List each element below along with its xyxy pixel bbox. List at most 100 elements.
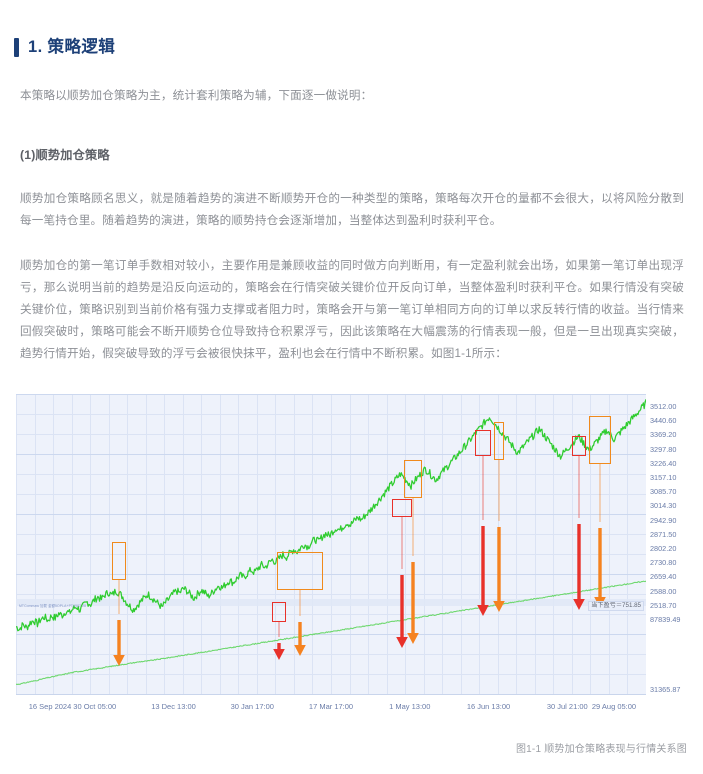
subsection-heading: (1)顺势加仓策略 xyxy=(20,148,110,162)
gridline-vertical xyxy=(146,394,147,694)
gridline-vertical xyxy=(72,394,73,694)
gridline-horizontal xyxy=(16,674,646,675)
gridline-vertical xyxy=(35,394,36,694)
y-axis-tick: 2802.20 xyxy=(650,544,677,553)
gridline-vertical xyxy=(535,394,536,694)
gridline-horizontal xyxy=(16,634,646,635)
trade-arrow-red xyxy=(476,456,490,616)
gridline-vertical xyxy=(220,394,221,694)
strategy-performance-chart: MTCommaw 加载 金额5OPLA+PT0987.28 当下盈亏＝751.8… xyxy=(16,394,687,715)
gridline-vertical xyxy=(183,394,184,694)
trade-arrow-orange xyxy=(492,460,506,612)
signal-box-red xyxy=(475,430,491,456)
x-axis-tick: 17 Mar 17:00 xyxy=(308,702,354,711)
equity-line xyxy=(16,580,646,686)
x-axis-tick: 30 Oct 05:00 xyxy=(73,702,117,711)
gridline-horizontal xyxy=(16,474,646,475)
trade-arrow-red xyxy=(572,456,586,610)
y-axis-tick: 2659.40 xyxy=(650,572,677,582)
chart-reference-line xyxy=(16,599,646,606)
gridline-vertical xyxy=(368,394,369,694)
trade-arrow-red xyxy=(395,517,409,648)
signal-box-red xyxy=(272,602,286,622)
x-axis-tick: 16 Sep 2024 xyxy=(28,702,72,711)
gridline-vertical xyxy=(127,394,128,694)
signal-box-orange xyxy=(494,422,504,460)
y-axis-tick: 2588.00 xyxy=(650,586,677,596)
gridline-vertical xyxy=(294,394,295,694)
gridline-vertical xyxy=(312,394,313,694)
section-accent-bar xyxy=(14,38,19,57)
chart-x-axis: 16 Sep 2024 30 Oct 05:00 13 Dec 13:00 30 Ja… xyxy=(16,694,646,717)
gridline-horizontal xyxy=(16,554,646,555)
gridline-vertical xyxy=(553,394,554,694)
gridline-vertical xyxy=(164,394,165,694)
gridline-vertical xyxy=(590,394,591,694)
signal-box-red xyxy=(392,499,412,517)
gridline-horizontal xyxy=(16,414,646,415)
x-axis-tick: 16 Jun 13:00 xyxy=(466,702,511,711)
y-axis-secondary-tick: 87839.49 xyxy=(650,615,681,624)
gridline-vertical xyxy=(53,394,54,694)
figure-caption: 图1-1 顺势加仓策略表现与行情关系图 xyxy=(515,744,687,755)
price-line xyxy=(16,398,646,632)
gridline-horizontal xyxy=(16,434,646,435)
trade-arrow-orange xyxy=(293,590,307,656)
x-axis-tick: 1 May 13:00 xyxy=(389,702,431,711)
gridline-vertical xyxy=(442,394,443,694)
signal-box-orange xyxy=(404,460,422,498)
gridline-vertical xyxy=(572,394,573,694)
gridline-horizontal xyxy=(16,514,646,515)
y-axis-tick: 3512.00 xyxy=(650,402,677,411)
gridline-vertical xyxy=(238,394,239,694)
y-axis-tick: 3014.30 xyxy=(650,501,677,511)
gridline-horizontal xyxy=(16,454,646,455)
body-paragraph-2: 顺势加仓的第一笔订单手数相对较小，主要作用是兼顾收益的同时做方向判断用，有一定盈… xyxy=(20,259,684,360)
gridline-vertical xyxy=(387,394,388,694)
y-axis-tick: 3085.70 xyxy=(650,487,677,497)
trade-arrow-orange xyxy=(112,580,126,666)
signal-box-orange xyxy=(112,542,126,580)
trade-arrow-orange xyxy=(593,464,607,608)
trade-arrow-orange xyxy=(406,498,420,644)
gridline-vertical xyxy=(90,394,91,694)
y-axis-tick: 3297.80 xyxy=(650,444,677,454)
gridline-vertical xyxy=(275,394,276,694)
signal-box-orange xyxy=(277,552,323,590)
y-axis-tick: 3226.40 xyxy=(650,458,677,468)
gridline-vertical xyxy=(350,394,351,694)
x-axis-tick: 30 Jul 21:00 xyxy=(546,702,588,711)
x-axis-tick: 29 Aug 05:00 xyxy=(591,702,637,711)
y-axis-tick: 3369.20 xyxy=(650,430,677,440)
gridline-vertical xyxy=(516,394,517,694)
chart-watermark: MTCommaw 加载 金额5OPLA+PT0987.28 xyxy=(19,604,87,608)
gridline-horizontal xyxy=(16,494,646,495)
gridline-vertical xyxy=(424,394,425,694)
gridline-vertical xyxy=(331,394,332,694)
gridline-vertical xyxy=(109,394,110,694)
gridline-vertical xyxy=(16,394,17,694)
gridline-horizontal xyxy=(16,594,646,595)
y-axis-tick: 3440.60 xyxy=(650,416,677,426)
section-heading-label: 1. 策略逻辑 xyxy=(28,38,116,57)
gridline-horizontal xyxy=(16,614,646,615)
gridline-vertical xyxy=(257,394,258,694)
chart-y-axis: 3512.00 3440.60 3369.20 3297.80 3226.40 3157.… xyxy=(650,394,703,715)
gridline-vertical xyxy=(609,394,610,694)
gridline-vertical xyxy=(627,394,628,694)
trade-arrow-red xyxy=(272,622,286,660)
intro-paragraph: 本策略以顺势加仓策略为主，统计套利策略为辅，下面逐一做说明： xyxy=(20,89,373,102)
y-axis-tick: 2730.80 xyxy=(650,558,677,568)
page-title: 1. 策略逻辑 xyxy=(14,38,115,57)
signal-box-red xyxy=(572,436,586,456)
gridline-horizontal xyxy=(16,574,646,575)
y-axis-secondary-tick: 31365.87 xyxy=(650,685,681,694)
gridline-vertical xyxy=(201,394,202,694)
gridline-vertical xyxy=(405,394,406,694)
y-axis-tick: 2871.50 xyxy=(650,529,677,539)
x-axis-tick: 13 Dec 13:00 xyxy=(151,702,196,711)
gridline-horizontal xyxy=(16,654,646,655)
current-pnl-badge: 当下盈亏＝751.85 xyxy=(588,601,644,612)
y-axis-tick: 2942.90 xyxy=(650,515,677,525)
